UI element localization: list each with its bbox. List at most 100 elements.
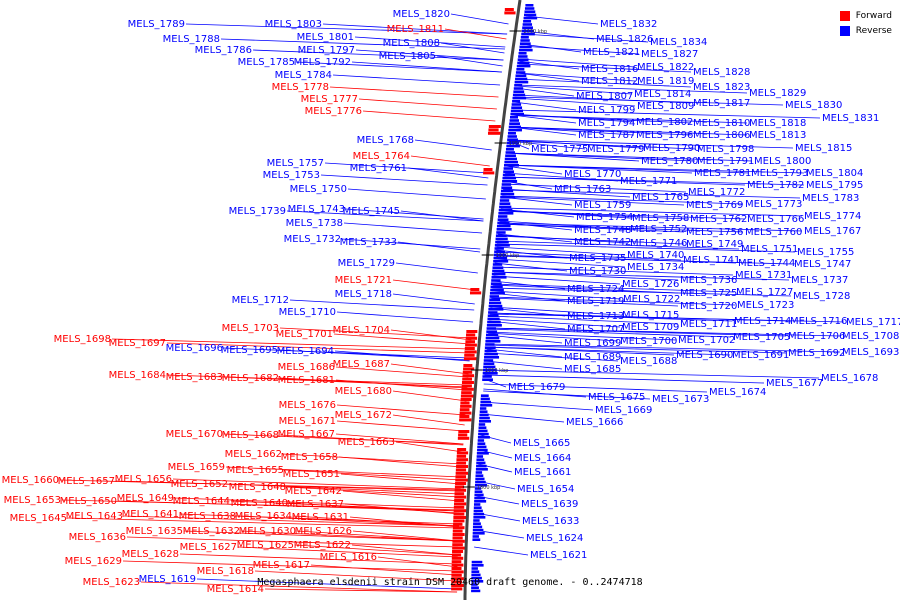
- leader-line: [523, 33, 649, 43]
- leader-line: [450, 13, 509, 25]
- gene-label: MELS_1713: [567, 311, 624, 322]
- gene-label: MELS_1754: [576, 212, 633, 223]
- gene-label: MELS_1641: [122, 509, 179, 520]
- gene-label: MELS_1734: [627, 262, 684, 273]
- gene-label: MELS_1622: [294, 540, 351, 551]
- leader-line: [392, 390, 467, 402]
- reverse-gene: [478, 429, 488, 433]
- strand-legend: Forward Reverse: [839, 8, 892, 38]
- reverse-gene: [477, 448, 488, 452]
- gene-label: MELS_1822: [637, 62, 694, 73]
- gene-label: MELS_1655: [227, 465, 284, 476]
- forward-gene: [456, 451, 469, 455]
- reverse-gene: [492, 263, 503, 266]
- gene-label: MELS_1809: [637, 101, 694, 112]
- leader-line: [220, 38, 506, 50]
- leader-line: [488, 328, 732, 338]
- reverse-gene: [487, 320, 501, 324]
- forward-gene: [504, 11, 516, 15]
- forward-gene: [465, 340, 476, 344]
- forward-gene: [460, 398, 472, 401]
- leader-line: [414, 139, 492, 151]
- gene-label: MELS_1821: [583, 47, 640, 58]
- gene-label: MELS_1663: [338, 437, 395, 448]
- leader-line: [336, 404, 466, 416]
- leader-line: [514, 94, 692, 104]
- leader-line: [510, 126, 748, 136]
- reverse-gene: [479, 413, 489, 417]
- leader-line: [362, 110, 496, 122]
- leader-line: [223, 433, 464, 445]
- forward-gene: [452, 543, 463, 547]
- reverse-gene: [475, 480, 486, 484]
- gene-label: MELS_1668: [222, 430, 279, 441]
- forward-gene: [451, 584, 465, 587]
- reverse-gene: [491, 272, 506, 276]
- forward-gene: [488, 125, 501, 128]
- gene-label: MELS_1649: [117, 493, 174, 504]
- reverse-gene: [512, 93, 526, 97]
- reverse-gene: [511, 106, 523, 109]
- leader-line: [486, 346, 731, 356]
- leader-line: [519, 58, 636, 68]
- leader-line: [483, 383, 708, 393]
- reverse-gene: [496, 231, 506, 234]
- leader-line: [497, 235, 685, 245]
- gene-label: MELS_1829: [749, 88, 806, 99]
- gene-label: MELS_1673: [652, 394, 709, 405]
- gene-label: MELS_1651: [283, 469, 340, 480]
- leader-line: [487, 334, 563, 344]
- leader-line: [407, 167, 489, 179]
- reverse-gene: [521, 32, 535, 36]
- gene-label: MELS_1627: [180, 542, 237, 553]
- leader-line: [515, 87, 575, 97]
- gene-label: MELS_1808: [383, 38, 440, 49]
- reverse-gene: [477, 445, 487, 449]
- gene-label: MELS_1727: [736, 287, 793, 298]
- gene-label: MELS_1799: [578, 105, 635, 116]
- reverse-gene: [518, 52, 527, 55]
- gene-label: MELS_1749: [686, 239, 743, 250]
- reverse-gene: [473, 503, 481, 506]
- leader-line: [515, 85, 633, 95]
- gene-label: MELS_1626: [295, 526, 352, 537]
- gene-label: MELS_1745: [343, 206, 400, 217]
- leader-line: [336, 311, 474, 323]
- reverse-gene: [503, 167, 514, 170]
- genome-backbone: [463, 0, 522, 600]
- gene-label: MELS_1794: [578, 118, 635, 129]
- forward-gene: [451, 560, 462, 564]
- gene-label: MELS_1659: [168, 462, 225, 473]
- reverse-gene: [507, 132, 516, 135]
- leader-line: [510, 126, 577, 136]
- gene-label: MELS_1823: [693, 82, 750, 93]
- reverse-gene: [518, 55, 528, 58]
- gene-label: MELS_1720: [680, 301, 737, 312]
- gene-label: MELS_1826: [596, 34, 653, 45]
- reverse-gene: [473, 506, 482, 509]
- gene-label: MELS_1756: [686, 227, 743, 238]
- leader-line: [237, 546, 458, 558]
- reverse-gene: [507, 135, 517, 138]
- reverse-gene: [472, 528, 484, 532]
- leader-line: [483, 390, 651, 400]
- forward-gene: [460, 401, 470, 405]
- forward-gene: [461, 381, 474, 384]
- leader-line: [484, 374, 765, 384]
- gene-label: MELS_1638: [179, 511, 236, 522]
- forward-gene: [465, 336, 478, 340]
- gene-label: MELS_1812: [581, 76, 638, 87]
- leader-line: [492, 283, 735, 293]
- gene-label: MELS_1814: [634, 89, 691, 100]
- gene-label: MELS_1818: [749, 118, 806, 129]
- forward-gene: [461, 384, 472, 388]
- reverse-gene: [502, 180, 518, 183]
- gene-label: MELS_1632: [183, 526, 240, 537]
- gene-label: MELS_1753: [263, 170, 320, 181]
- reverse-gene: [520, 36, 529, 39]
- gene-label: MELS_1746: [630, 238, 687, 249]
- leader-line: [500, 208, 575, 218]
- leader-line: [495, 251, 682, 261]
- reverse-gene: [480, 404, 493, 407]
- gene-label: MELS_1817: [693, 98, 750, 109]
